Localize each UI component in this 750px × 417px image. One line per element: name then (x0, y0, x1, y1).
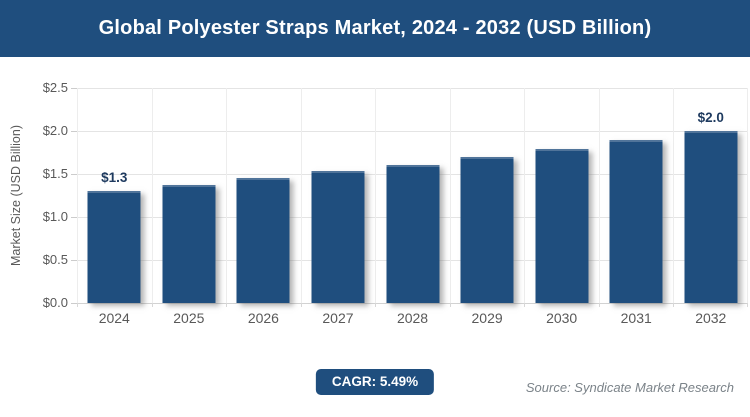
y-axis-tick (71, 217, 77, 218)
horizontal-gridline (77, 131, 748, 132)
vertical-gridline (300, 88, 302, 303)
x-axis-tick (524, 303, 526, 307)
bar-slot-2030 (524, 88, 599, 303)
bar-2025 (162, 185, 216, 303)
bar-slot-2029 (450, 88, 525, 303)
vertical-gridline (77, 88, 78, 303)
x-tick-label-2032: 2032 (695, 310, 727, 326)
bar-slot-2031 (599, 88, 674, 303)
x-axis-tick-labels: 2024 2025 2026 2027 2028 2029 2030 2031 2032 (77, 310, 748, 326)
vertical-gridline (598, 88, 600, 303)
y-tick-label: $2.5 (42, 80, 68, 95)
x-axis-tick (673, 303, 675, 307)
y-tick-label: $1.0 (42, 209, 68, 224)
x-axis-tick (375, 303, 377, 307)
x-tick-label-2027: 2027 (322, 310, 354, 326)
bar-slot-2025 (152, 88, 227, 303)
vertical-gridline (226, 88, 228, 303)
x-tick-label-2026: 2026 (247, 310, 279, 326)
title-bar: Global Polyester Straps Market, 2024 - 2… (0, 0, 750, 57)
y-tick-label: $2.0 (42, 123, 68, 138)
bar-slot-2028 (375, 88, 450, 303)
x-tick-label-2030: 2030 (546, 310, 578, 326)
vertical-gridline (151, 88, 153, 303)
y-tick-label: $0.5 (42, 252, 68, 267)
x-tick-label-2029: 2029 (471, 310, 503, 326)
cagr-badge: CAGR: 5.49% (315, 369, 435, 395)
plot-area: $1.3 $2.0 (71, 88, 748, 307)
vertical-gridline (375, 88, 377, 303)
bar-slot-2027 (301, 88, 376, 303)
source-text: Source: Syndicate Market Research (525, 380, 734, 395)
vertical-gridline (673, 88, 675, 303)
vertical-gridline (524, 88, 526, 303)
vertical-gridline (449, 88, 451, 303)
x-axis-tick (77, 303, 78, 307)
bar-slot-2024: $1.3 (77, 88, 152, 303)
x-axis-tick (449, 303, 451, 307)
x-axis-tick (226, 303, 228, 307)
bar-2024 (87, 191, 141, 303)
y-axis-title: Market Size (USD Billion) (9, 125, 23, 267)
y-axis-tick (71, 88, 77, 89)
bar-2027 (311, 171, 365, 303)
chart-title: Global Polyester Straps Market, 2024 - 2… (98, 17, 652, 39)
bar-2031 (609, 140, 663, 303)
y-axis-tick (71, 131, 77, 132)
x-axis-tick (300, 303, 302, 307)
x-axis-tick (598, 303, 600, 307)
vertical-gridline (747, 88, 748, 303)
x-axis-tick (747, 303, 748, 307)
horizontal-gridline (77, 88, 748, 89)
y-axis-tick (71, 303, 77, 304)
y-tick-label: $0.0 (42, 295, 68, 310)
x-tick-label-2024: 2024 (98, 310, 130, 326)
bar-2030 (535, 149, 589, 303)
x-tick-label-2028: 2028 (396, 310, 429, 326)
x-axis-line (77, 303, 748, 304)
bar-value-label-2024: $1.3 (101, 170, 128, 186)
x-axis-tick (151, 303, 153, 307)
bar-2029 (460, 156, 514, 303)
bar-2032 (684, 131, 738, 303)
bar-2028 (386, 164, 440, 303)
x-tick-label-2025: 2025 (173, 310, 205, 326)
bars-container: $1.3 $2.0 (77, 88, 748, 303)
bar-value-label-2032: $2.0 (697, 110, 724, 125)
bar-slot-2032: $2.0 (674, 88, 749, 303)
y-axis-tick (71, 260, 77, 261)
x-tick-label-2031: 2031 (620, 310, 652, 326)
y-tick-label: $1.5 (42, 166, 68, 181)
y-axis-tick (71, 174, 77, 175)
bar-slot-2026 (226, 88, 301, 303)
bar-2026 (236, 178, 290, 303)
